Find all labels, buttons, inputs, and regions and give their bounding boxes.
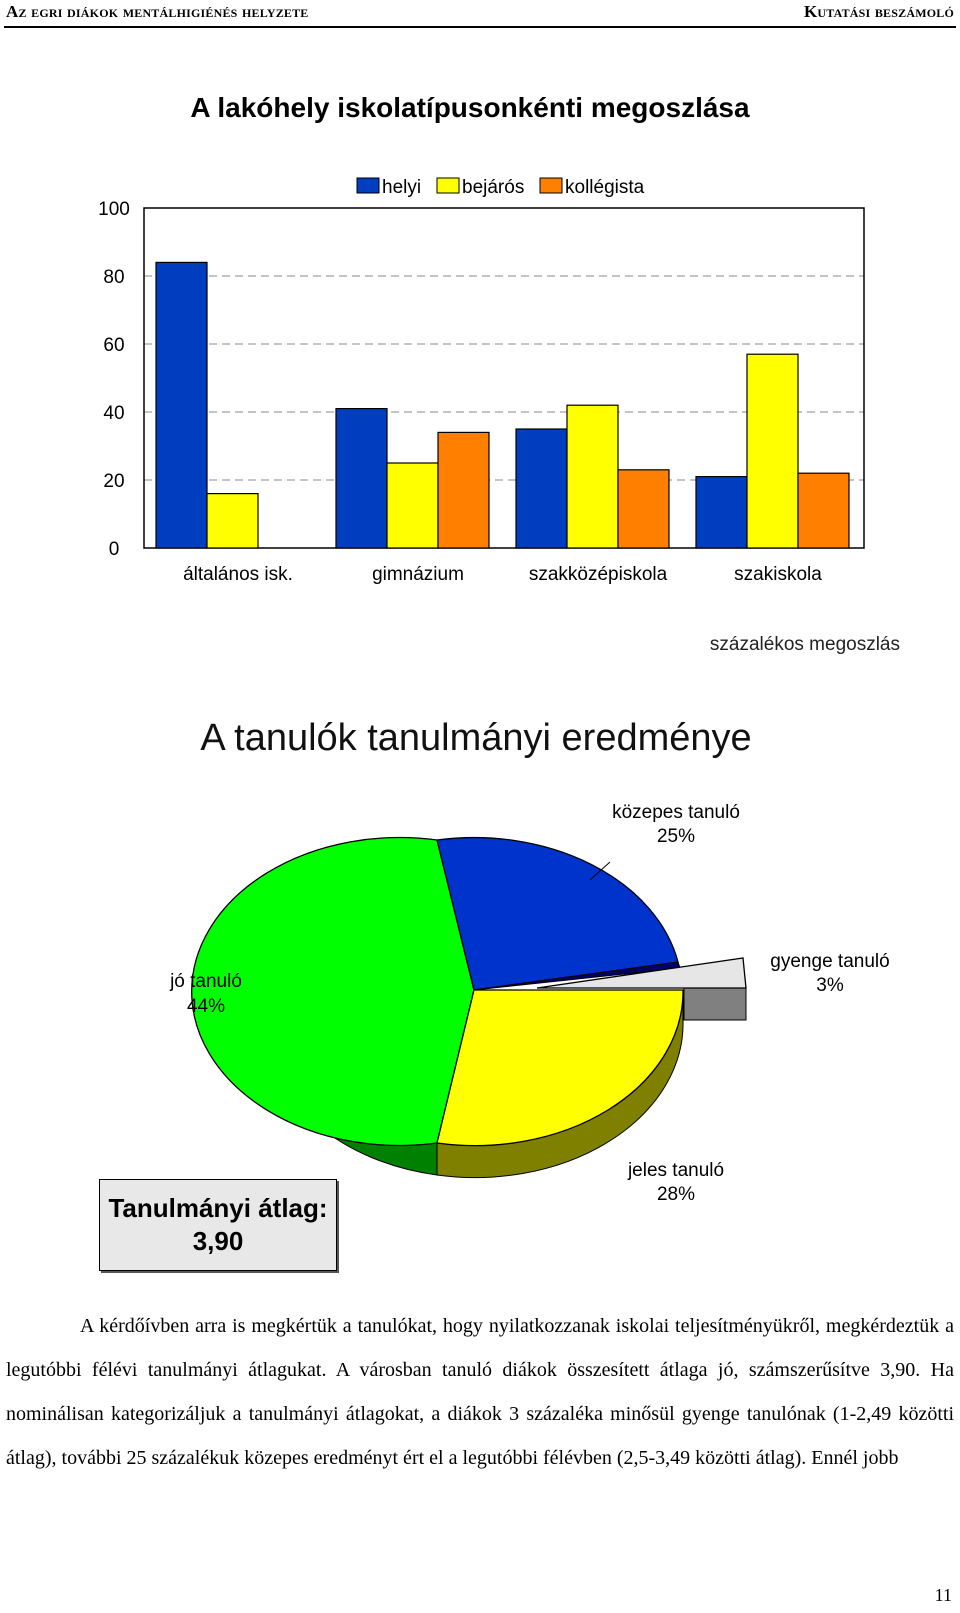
page-header: Az egri diákok mentálhigiénés helyzete K… [4, 0, 956, 28]
pie-3d-body [191, 836, 747, 1179]
y-tick-label: 0 [109, 539, 120, 560]
pie-leader-line [589, 861, 611, 881]
average-box-label: Tanulmányi átlag: [108, 1193, 328, 1223]
legend-label-kollégista: kollégista [565, 177, 645, 198]
bar-bejárós-3 [746, 353, 799, 549]
header-title: Az egri diákok mentálhigiénés helyzete [6, 2, 309, 21]
bar-chart-title: A lakóhely iskolatípusonkénti megoszlása [190, 92, 750, 123]
x-tick-label: szakközépiskola [529, 564, 668, 585]
y-tick-label: 20 [103, 471, 124, 492]
bar-helyi-0 [155, 261, 208, 549]
body-text: A kérdőívben arra is megkértük a tanulók… [6, 1304, 954, 1480]
pie-label-jo: jó tanuló [169, 971, 242, 992]
bar-kollégista-1 [437, 431, 490, 549]
legend-label-bejárós: bejárós [462, 177, 524, 198]
body-paragraph: A kérdőívben arra is megkértük a tanulók… [6, 1315, 954, 1469]
y-tick-label: 40 [103, 403, 124, 424]
x-tick-label: szakiskola [734, 564, 822, 585]
bar-kollégista-2 [617, 469, 670, 549]
pie-pct-jo: 44% [187, 996, 225, 1017]
average-box: Tanulmányi átlag: 3,90 [99, 1179, 337, 1271]
average-box-value: 3,90 [192, 1226, 244, 1256]
page-number: 11 [934, 1585, 952, 1605]
x-tick-label: gimnázium [372, 564, 464, 585]
header-section: Kutatási beszámoló [803, 2, 954, 21]
pie-pct-gyenge: 3% [816, 975, 844, 996]
pie-slice-edge [473, 961, 681, 991]
bar-x-axis: általános isk. gimnázium szakközépiskola sz… [183, 564, 822, 585]
x-tick-label: általános isk. [183, 564, 293, 585]
pie-label-jeles: jeles tanuló [627, 1160, 724, 1181]
bar-kollégista-3 [797, 472, 850, 549]
pie-slice-jo [191, 836, 475, 1147]
pie-chart: A tanulók tanulmányi eredménye közepes t… [169, 717, 890, 1205]
pie-pct-jeles: 28% [657, 1184, 695, 1205]
bar-bejárós-0 [206, 493, 259, 549]
pie-slice-kozepes [436, 836, 679, 991]
bar-series [155, 261, 850, 549]
legend-label-helyi: helyi [382, 177, 421, 198]
legend-swatch-bejárós [436, 177, 460, 194]
legend-swatch-helyi [356, 177, 380, 194]
bar-bejárós-2 [566, 404, 619, 549]
pie-slice-gyenge [536, 957, 747, 989]
bar-legend: helyi bejárós kollégista [356, 177, 645, 198]
y-tick-label: 100 [98, 199, 130, 220]
bar-chart-note: százalékos megoszlás [710, 634, 900, 655]
pie-label-kozepes: közepes tanuló [612, 802, 740, 823]
pie-chart-title: A tanulók tanulmányi eredménye [200, 717, 751, 759]
pie-label-gyenge: gyenge tanuló [770, 951, 889, 972]
bar-bejárós-1 [386, 462, 439, 549]
pie-labels: közepes tanuló 25% gyenge tanuló 3% jele… [169, 802, 890, 1205]
bar-chart: A lakóhely iskolatípusonkénti megoszlása… [98, 92, 900, 655]
pie-pct-kozepes: 25% [657, 826, 695, 847]
pie-slice-jeles [436, 989, 684, 1147]
pie-side-gyenge [683, 987, 747, 1021]
bar-plot-frame [143, 207, 865, 549]
y-tick-label: 80 [103, 267, 124, 288]
y-tick-label: 60 [103, 335, 124, 356]
bar-y-axis: 0 20 40 60 80 100 [98, 199, 130, 560]
bar-helyi-3 [695, 476, 748, 549]
legend-swatch-kollégista [539, 177, 563, 194]
